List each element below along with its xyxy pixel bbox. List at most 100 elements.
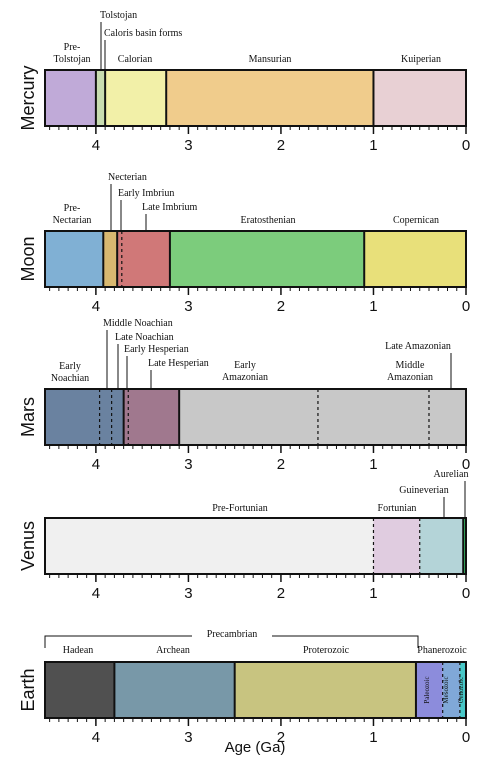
label-line: Nectarian bbox=[53, 215, 92, 226]
planet-name: Earth bbox=[18, 668, 38, 711]
period-label: Late Amazonian bbox=[385, 341, 451, 352]
period-label: Paleozoic bbox=[423, 676, 431, 703]
label-line: Paleozoic bbox=[423, 676, 431, 703]
label-line: Late Amazonian bbox=[385, 341, 451, 352]
period-label: Pre-Nectarian bbox=[53, 203, 92, 226]
label-line: Late Imbrium bbox=[142, 202, 197, 213]
x-tick-label: 3 bbox=[184, 729, 192, 746]
period bbox=[117, 231, 170, 287]
period bbox=[419, 518, 464, 574]
label-line: Guineverian bbox=[399, 485, 448, 496]
planet-name: Mercury bbox=[18, 65, 38, 130]
period bbox=[459, 662, 466, 718]
period bbox=[415, 662, 443, 718]
period-label: Pre-Fortunian bbox=[212, 503, 268, 514]
bar-outline bbox=[44, 661, 467, 719]
panel: 4 3 2 1 0MercuryPre-TolstojanTolstojanCalori… bbox=[18, 10, 470, 154]
period-label: Early Noachian bbox=[51, 361, 89, 384]
period-label: Kuiperian bbox=[401, 54, 441, 65]
bar-outline bbox=[44, 517, 467, 575]
x-tick-label: 3 bbox=[184, 298, 192, 315]
label-line: Tolstojan bbox=[53, 54, 90, 65]
period-label: Eratosthenian bbox=[241, 215, 296, 226]
period-label: Late Hesperian bbox=[148, 358, 209, 369]
x-tick-label: 4 bbox=[92, 729, 100, 746]
planet-name: Moon bbox=[18, 236, 38, 281]
period-label: Precambrian bbox=[207, 629, 258, 640]
period bbox=[169, 231, 365, 287]
x-axis-title: Age (Ga) bbox=[225, 739, 286, 756]
period-label: Cenozoic bbox=[457, 677, 465, 703]
x-tick-label: 1 bbox=[369, 585, 377, 602]
planet-name: Venus bbox=[18, 521, 38, 571]
period bbox=[373, 70, 466, 126]
label-line: Precambrian bbox=[207, 629, 258, 640]
period-label: Fortunian bbox=[378, 503, 417, 514]
label-line: Late Hesperian bbox=[148, 358, 209, 369]
period bbox=[45, 389, 124, 445]
label-line: Mesozoic bbox=[442, 676, 450, 703]
label-line: Archean bbox=[156, 645, 190, 656]
x-tick-label: 0 bbox=[462, 298, 470, 315]
period bbox=[373, 518, 420, 574]
bar-outline bbox=[44, 69, 467, 127]
period-label: Tolstojan bbox=[100, 10, 137, 21]
period-label: Middle Amazonian bbox=[387, 360, 433, 383]
period-label: Late Noachian bbox=[115, 332, 174, 343]
x-tick-label: 4 bbox=[92, 585, 100, 602]
panel: 4 3 2 1 0 Earth Precambrian Hadean Archean Proter… bbox=[18, 629, 470, 756]
label-line: Early Hesperian bbox=[124, 344, 189, 355]
x-tick-label: 0 bbox=[462, 585, 470, 602]
period bbox=[45, 70, 96, 126]
period-label: Necterian bbox=[108, 172, 147, 183]
precambrian-bracket bbox=[44, 635, 419, 648]
label-line: Aurelian bbox=[434, 469, 469, 480]
x-tick-label: 3 bbox=[184, 137, 192, 154]
period-label: Caloris basin forms bbox=[104, 28, 182, 39]
period-label: Mansurian bbox=[249, 54, 292, 65]
period-label: Phanerozoic bbox=[417, 645, 467, 656]
x-tick-label: 1 bbox=[369, 729, 377, 746]
panel: 4 3 2 1 0 Moon Pre-Nectarian Necterian Early Imb… bbox=[18, 172, 470, 315]
x-tick-label: 0 bbox=[462, 137, 470, 154]
x-tick-label: 1 bbox=[369, 298, 377, 315]
label-line: Amazonian bbox=[387, 372, 433, 383]
planet-name: Mars bbox=[18, 397, 38, 437]
bar-outline bbox=[44, 230, 467, 288]
label-line: Eratosthenian bbox=[241, 215, 296, 226]
period bbox=[45, 518, 374, 574]
label-line: Phanerozoic bbox=[417, 645, 467, 656]
period-label: Copernican bbox=[393, 215, 439, 226]
period-label: Hadean bbox=[63, 645, 94, 656]
x-tick-label: 4 bbox=[92, 456, 100, 473]
label-line: Middle Noachian bbox=[103, 318, 173, 329]
period bbox=[114, 662, 235, 718]
x-tick-label: 1 bbox=[369, 137, 377, 154]
period bbox=[166, 70, 374, 126]
x-tick-label: 0 bbox=[462, 729, 470, 746]
period bbox=[179, 389, 466, 445]
label-line: Early bbox=[234, 360, 256, 371]
label-line: Noachian bbox=[51, 373, 89, 384]
bar-outline bbox=[44, 388, 467, 446]
label-line: Early bbox=[59, 361, 81, 372]
period-label: Early Hesperian bbox=[124, 344, 189, 355]
panel: 4 3 2 1 0 Venus Pre-Fortunian Fortunian Guinever… bbox=[18, 469, 470, 602]
x-tick-label: 2 bbox=[277, 137, 285, 154]
period bbox=[463, 518, 466, 574]
label-line: Proterozoic bbox=[303, 645, 350, 656]
period-label: Mesozoic bbox=[442, 676, 450, 703]
label-line: Pre- bbox=[64, 42, 81, 53]
x-tick-label: 3 bbox=[184, 456, 192, 473]
label-line: Copernican bbox=[393, 215, 439, 226]
period-label: Late Imbrium bbox=[142, 202, 197, 213]
period-label: Early Imbriun bbox=[118, 188, 174, 199]
x-tick-label: 1 bbox=[369, 456, 377, 473]
label-line: Calorian bbox=[118, 54, 152, 65]
period bbox=[234, 662, 416, 718]
label-line: Middle bbox=[396, 360, 425, 371]
label-line: Late Noachian bbox=[115, 332, 174, 343]
period-label: Guineverian bbox=[399, 485, 448, 496]
